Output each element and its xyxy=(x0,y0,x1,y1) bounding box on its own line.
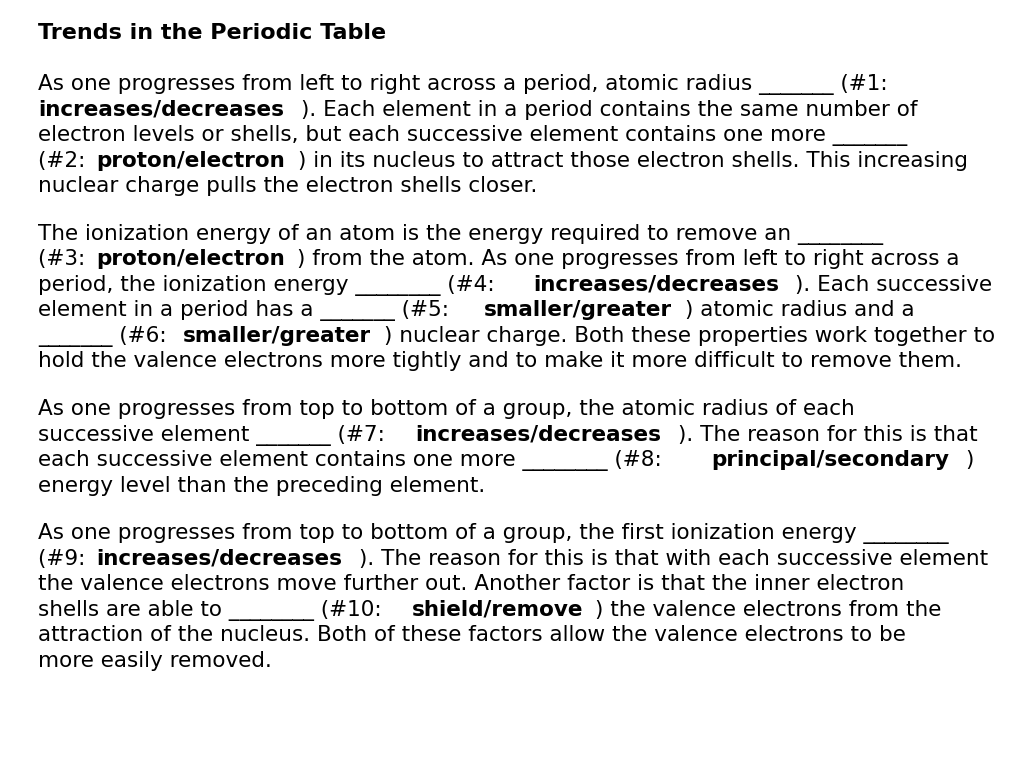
Text: As one progresses from top to bottom of a group, the first ionization energy ___: As one progresses from top to bottom of … xyxy=(38,523,948,544)
Text: shells are able to ________ (#10:: shells are able to ________ (#10: xyxy=(38,600,389,621)
Text: smaller/greater: smaller/greater xyxy=(484,301,673,320)
Text: _______ (#6:: _______ (#6: xyxy=(38,326,174,347)
Text: ). Each element in a period contains the same number of: ). Each element in a period contains the… xyxy=(301,100,918,120)
Text: increases/decreases: increases/decreases xyxy=(416,424,662,444)
Text: each successive element contains one more ________ (#8:: each successive element contains one mor… xyxy=(38,450,669,471)
Text: more easily removed.: more easily removed. xyxy=(38,651,272,671)
Text: shield/remove: shield/remove xyxy=(413,600,584,620)
Text: ): ) xyxy=(966,450,974,470)
Text: hold the valence electrons more tightly and to make it more difficult to remove : hold the valence electrons more tightly … xyxy=(38,352,963,371)
Text: ). The reason for this is that: ). The reason for this is that xyxy=(678,424,978,444)
Text: Trends in the Periodic Table: Trends in the Periodic Table xyxy=(38,23,386,43)
Text: increases/decreases: increases/decreases xyxy=(532,275,779,295)
Text: The ionization energy of an atom is the energy required to remove an ________: The ionization energy of an atom is the … xyxy=(38,224,883,245)
Text: ). The reason for this is that with each successive element: ). The reason for this is that with each… xyxy=(358,549,988,569)
Text: (#2:: (#2: xyxy=(38,151,92,171)
Text: electron levels or shells, but each successive element contains one more _______: electron levels or shells, but each succ… xyxy=(38,125,907,146)
Text: ) atomic radius and a: ) atomic radius and a xyxy=(685,301,914,320)
Text: ) the valence electrons from the: ) the valence electrons from the xyxy=(595,600,942,620)
Text: period, the ionization energy ________ (#4:: period, the ionization energy ________ (… xyxy=(38,275,502,296)
Text: smaller/greater: smaller/greater xyxy=(182,326,371,346)
Text: principal/secondary: principal/secondary xyxy=(712,450,949,470)
Text: As one progresses from left to right across a period, atomic radius _______ (#1:: As one progresses from left to right acr… xyxy=(38,74,888,95)
Text: increases/decreases: increases/decreases xyxy=(96,549,342,569)
Text: energy level than the preceding element.: energy level than the preceding element. xyxy=(38,475,485,495)
Text: successive element _______ (#7:: successive element _______ (#7: xyxy=(38,424,392,445)
Text: ). Each successive: ). Each successive xyxy=(796,275,992,295)
Text: proton/electron: proton/electron xyxy=(96,250,285,269)
Text: element in a period has a _______ (#5:: element in a period has a _______ (#5: xyxy=(38,301,456,322)
Text: increases/decreases: increases/decreases xyxy=(38,100,284,120)
Text: attraction of the nucleus. Both of these factors allow the valence electrons to : attraction of the nucleus. Both of these… xyxy=(38,625,906,645)
Text: the valence electrons move further out. Another factor is that the inner electro: the valence electrons move further out. … xyxy=(38,574,904,594)
Text: (#3:: (#3: xyxy=(38,250,92,269)
Text: proton/electron: proton/electron xyxy=(96,151,285,171)
Text: (#9:: (#9: xyxy=(38,549,92,569)
Text: As one progresses from top to bottom of a group, the atomic radius of each: As one progresses from top to bottom of … xyxy=(38,399,855,419)
Text: nuclear charge pulls the electron shells closer.: nuclear charge pulls the electron shells… xyxy=(38,176,538,196)
Text: ) in its nucleus to attract those electron shells. This increasing: ) in its nucleus to attract those electr… xyxy=(298,151,968,171)
Text: ) nuclear charge. Both these properties work together to: ) nuclear charge. Both these properties … xyxy=(384,326,994,346)
Text: ) from the atom. As one progresses from left to right across a: ) from the atom. As one progresses from … xyxy=(297,250,959,269)
